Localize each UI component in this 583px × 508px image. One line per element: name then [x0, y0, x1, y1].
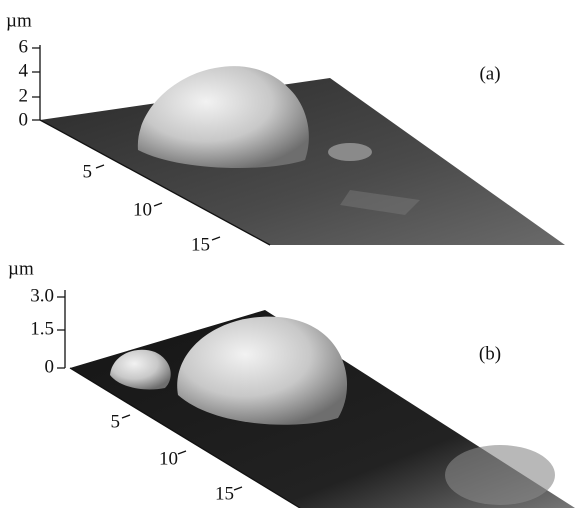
- plane-tick-label: 5: [111, 411, 121, 432]
- surface-feature: [445, 445, 555, 505]
- z-ticks: [57, 297, 65, 368]
- z-tick-label: 3.0: [30, 285, 54, 306]
- unit-label: µm: [6, 10, 32, 31]
- plane-tick-label: 10: [159, 448, 178, 469]
- surface-bump: [328, 143, 372, 161]
- plane-tick-label: 10: [133, 199, 152, 220]
- surface-blob: [138, 66, 309, 168]
- panel-a: µm 6 4 2 0 5 10 15 (a): [6, 10, 565, 255]
- z-tick-label: 0: [19, 109, 29, 130]
- figure: µm 6 4 2 0 5 10 15 (a) µm 3.0 1.5 0 5 10…: [0, 0, 583, 508]
- z-tick-label: 1.5: [30, 318, 54, 339]
- plane-tick-label: 15: [215, 483, 234, 504]
- z-tick-label: 4: [19, 60, 29, 81]
- surface-plane: [40, 78, 565, 245]
- plane-tick-label: 15: [191, 234, 210, 255]
- unit-label: µm: [8, 258, 34, 279]
- panel-label: (a): [479, 63, 500, 84]
- z-tick-label: 2: [19, 85, 29, 106]
- panel-b: µm 3.0 1.5 0 5 10 15 (b): [8, 258, 575, 508]
- z-tick-label: 6: [19, 36, 29, 57]
- plane-tick-label: 5: [83, 161, 93, 182]
- z-tick-label: 0: [45, 356, 55, 377]
- z-ticks: [32, 48, 40, 120]
- panel-label: (b): [479, 343, 501, 364]
